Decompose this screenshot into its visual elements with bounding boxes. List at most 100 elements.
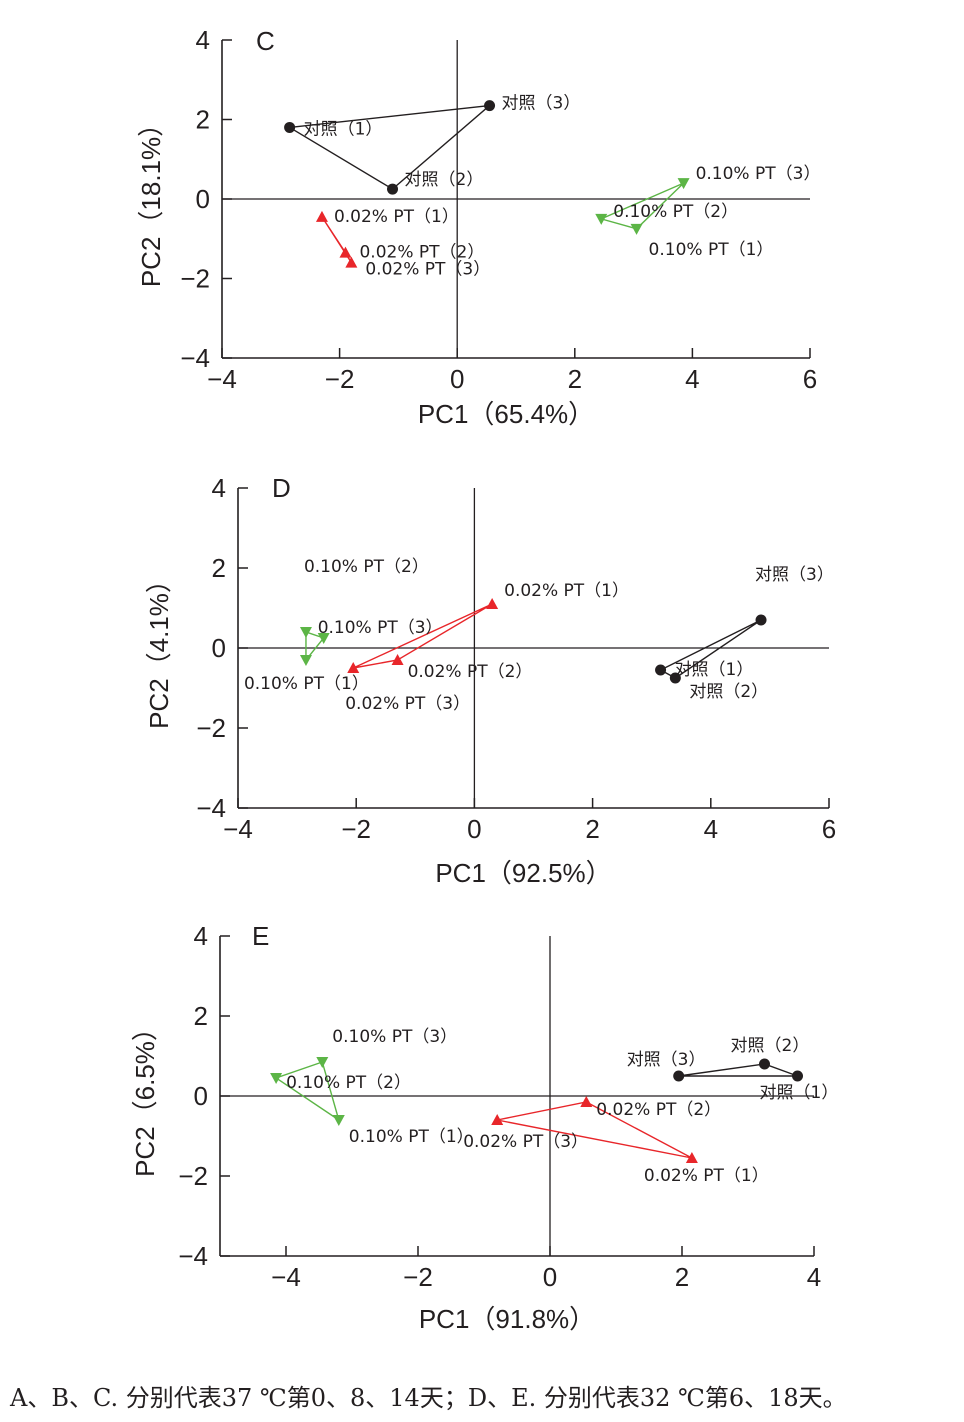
y-tick-label: 2 xyxy=(194,1001,208,1031)
data-point xyxy=(332,1115,345,1126)
data-point xyxy=(484,100,496,112)
y-axis-title: PC2（6.5%） xyxy=(130,1015,160,1177)
x-tick-label: 2 xyxy=(585,814,599,844)
y-axis-title: PC2（18.1%） xyxy=(136,111,166,287)
point-label: 0.02% PT（1） xyxy=(644,1166,769,1186)
data-point xyxy=(345,256,358,268)
point-label: 0.02% PT（1） xyxy=(334,207,459,227)
point-label: 0.10% PT（1） xyxy=(349,1127,474,1147)
x-axis-title: PC1（65.4%） xyxy=(418,399,594,429)
group-outline xyxy=(659,619,762,679)
data-point xyxy=(759,1058,770,1070)
point-label: 0.10% PT（2） xyxy=(286,1073,411,1093)
panel-letter: D xyxy=(272,473,291,503)
series-triangle-down: 0.10% PT（1） 0.10% PT（2） 0.10% PT（3） xyxy=(595,164,820,260)
data-point xyxy=(299,655,312,666)
point-label: 0.10% PT（2） xyxy=(613,202,738,222)
x-tick-label: −2 xyxy=(341,814,371,844)
point-label: 对照（1） xyxy=(675,660,754,680)
x-tick-label: 4 xyxy=(685,364,699,394)
data-point xyxy=(284,121,296,133)
point-label: 0.02% PT（3） xyxy=(463,1132,588,1152)
y-tick-label: −4 xyxy=(180,343,210,373)
group-outline xyxy=(599,182,685,230)
y-tick-label: 4 xyxy=(194,921,208,951)
y-tick-label: −4 xyxy=(196,793,226,823)
data-point xyxy=(669,672,681,684)
series-circle: 对照（1）对照（2）对照（3） xyxy=(284,94,580,195)
series-triangle-down: 0.10% PT（1） 0.10% PT（2） 0.10% PT（3） xyxy=(270,1027,474,1147)
x-tick-label: 2 xyxy=(675,1262,689,1292)
group-outline xyxy=(305,631,325,662)
y-tick-label: 2 xyxy=(196,105,210,135)
point-label: 0.10% PT（2） xyxy=(304,557,429,577)
y-tick-label: 0 xyxy=(212,633,226,663)
point-label: 0.10% PT（3） xyxy=(318,618,443,638)
group-outline xyxy=(497,1101,693,1159)
data-point xyxy=(315,210,328,222)
group-outline xyxy=(352,603,493,669)
point-label: 0.02% PT（3） xyxy=(365,260,490,280)
panel-letter: C xyxy=(256,26,275,56)
y-axis-title: PC2（4.1%） xyxy=(144,567,174,729)
data-point xyxy=(755,614,767,626)
point-label: 对照（1） xyxy=(760,1083,839,1103)
x-tick-label: 0 xyxy=(543,1262,557,1292)
data-point xyxy=(673,1070,685,1082)
point-label: 对照（3） xyxy=(755,565,834,585)
group-outline xyxy=(678,1063,798,1077)
panel-letter: E xyxy=(252,921,269,951)
x-tick-label: −2 xyxy=(403,1262,433,1292)
group-outline xyxy=(287,104,492,190)
x-tick-label: −4 xyxy=(207,364,237,394)
point-label: 0.02% PT（2） xyxy=(408,662,533,682)
group-outline xyxy=(274,1061,340,1122)
point-label: 对照（2） xyxy=(731,1036,810,1056)
y-tick-label: −4 xyxy=(178,1241,208,1271)
y-tick-label: −2 xyxy=(196,713,226,743)
point-label: 0.10% PT（1） xyxy=(244,674,369,694)
x-tick-label: 0 xyxy=(467,814,481,844)
panel-C: −4 −2 0 2 4 6 −4 −2 0 2 4 PC1（65.4%） PC2（18.1%） C 对照（1… xyxy=(136,25,820,429)
y-tick-label: 0 xyxy=(194,1081,208,1111)
data-point xyxy=(580,1096,593,1107)
y-tick-label: 4 xyxy=(196,25,210,55)
x-tick-label: 6 xyxy=(822,814,836,844)
y-tick-label: −2 xyxy=(180,264,210,294)
x-axis-title: PC1（92.5%） xyxy=(435,858,611,888)
point-label: 对照（3） xyxy=(627,1050,706,1070)
x-tick-label: −4 xyxy=(223,814,253,844)
data-point xyxy=(339,246,352,258)
x-tick-label: 0 xyxy=(450,364,464,394)
x-tick-label: 6 xyxy=(803,364,817,394)
y-tick-label: −2 xyxy=(178,1161,208,1191)
point-label: 对照（1） xyxy=(304,119,383,139)
data-point xyxy=(299,627,312,638)
data-point xyxy=(387,183,399,195)
x-axis-title: PC1（91.8%） xyxy=(419,1304,595,1334)
point-label: 0.02% PT（2） xyxy=(596,1100,721,1120)
series-circle: 对照（1）对照（2） 对照（3） xyxy=(655,565,834,702)
data-point xyxy=(270,1073,283,1084)
y-tick-label: 4 xyxy=(212,473,226,503)
series-triangle-up: 0.02% PT（1）0.02% PT（2）0.02% PT（3） xyxy=(315,207,490,280)
x-tick-label: 4 xyxy=(704,814,718,844)
series-circle: 对照（1） 对照（2） 对照（3） xyxy=(627,1036,839,1103)
point-label: 0.02% PT（3） xyxy=(345,694,470,714)
point-label: 对照（3） xyxy=(502,94,581,114)
data-point xyxy=(491,1114,504,1125)
x-tick-label: −2 xyxy=(325,364,355,394)
data-point xyxy=(685,1152,698,1163)
point-label: 0.10% PT（1） xyxy=(649,240,774,260)
series-triangle-down: 0.10% PT（1） 0.10% PT（2） 0.10% PT（3） xyxy=(244,557,443,694)
point-label: 0.10% PT（3） xyxy=(696,164,821,184)
data-point xyxy=(391,654,404,665)
figure-caption: A、B、C. 分别代表37 ℃第0、8、14天；D、E. 分别代表32 ℃第6、… xyxy=(10,1384,847,1412)
x-tick-label: 2 xyxy=(568,364,582,394)
panel-E: −4 −2 0 2 4−4−2024PC1（91.8%）PC2（6.5%）E对照（1）对… xyxy=(130,921,838,1334)
series-triangle-up: 0.02% PT（1） 0.02% PT（2） 0.02% PT（3） xyxy=(463,1096,769,1186)
data-point xyxy=(347,662,360,673)
point-label: 对照（2） xyxy=(689,682,768,702)
x-tick-label: −4 xyxy=(271,1262,301,1292)
data-point xyxy=(595,213,608,225)
